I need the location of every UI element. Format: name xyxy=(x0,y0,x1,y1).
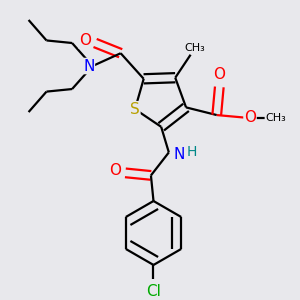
Text: O: O xyxy=(79,33,91,48)
Text: Cl: Cl xyxy=(146,284,161,299)
Text: H: H xyxy=(187,146,197,159)
Text: N: N xyxy=(83,58,94,74)
Text: O: O xyxy=(213,67,225,82)
Text: CH₃: CH₃ xyxy=(184,43,205,53)
Text: N: N xyxy=(173,148,185,163)
Text: O: O xyxy=(109,163,121,178)
Text: O: O xyxy=(244,110,256,125)
Text: S: S xyxy=(130,102,140,117)
Text: CH₃: CH₃ xyxy=(265,112,286,123)
